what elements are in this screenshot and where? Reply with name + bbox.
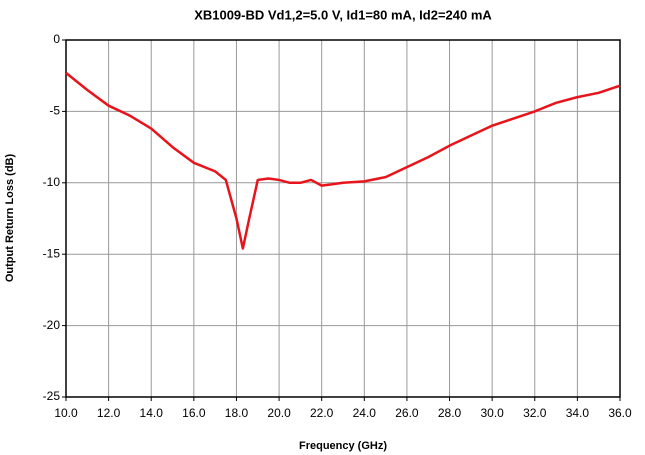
chart-title: XB1009-BD Vd1,2=5.0 V, Id1=80 mA, Id2=24… [194, 7, 492, 22]
x-tick-label: 26.0 [395, 406, 419, 420]
y-tick-label: -10 [43, 175, 61, 189]
x-tick-label: 32.0 [523, 406, 547, 420]
y-tick-label: -5 [49, 104, 60, 118]
x-tick-label: 16.0 [182, 406, 206, 420]
x-tick-label: 24.0 [353, 406, 377, 420]
y-tick-label: -20 [43, 318, 61, 332]
y-tick-label: 0 [53, 32, 60, 46]
y-tick-label: -15 [43, 246, 61, 260]
x-tick-label: 18.0 [225, 406, 249, 420]
x-tick-label: 28.0 [438, 406, 462, 420]
plot-frame [65, 39, 621, 398]
x-tick-label: 22.0 [310, 406, 334, 420]
y-axis-label: Output Return Loss (dB) [4, 154, 16, 283]
x-tick-label: 20.0 [267, 406, 291, 420]
x-tick-label: 14.0 [140, 406, 164, 420]
data-line [65, 71, 621, 250]
x-tick-label: 36.0 [608, 406, 632, 420]
x-tick-label: 30.0 [480, 406, 504, 420]
x-tick-label: 10.0 [54, 406, 78, 420]
x-tick-label: 12.0 [97, 406, 121, 420]
x-tick-label: 34.0 [566, 406, 590, 420]
y-tick-label: -25 [43, 389, 61, 403]
x-axis-label: Frequency (GHz) [299, 440, 387, 452]
